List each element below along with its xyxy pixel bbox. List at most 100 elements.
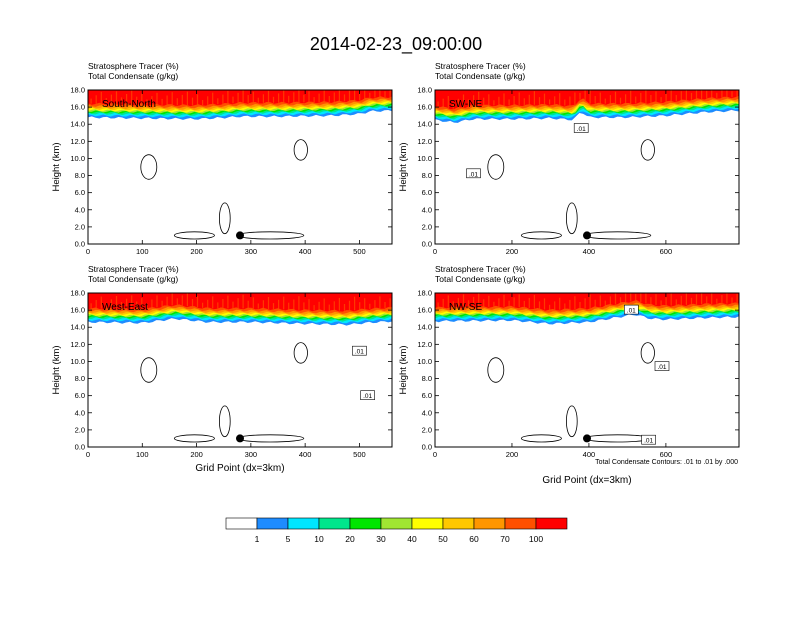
tracer-streak	[731, 297, 733, 304]
y-tick-label: 0.0	[75, 240, 85, 249]
condensate-contour	[219, 202, 231, 235]
y-tick-label: 8.0	[422, 374, 432, 383]
legend-swatch	[504, 517, 537, 530]
tracer-streak	[457, 98, 459, 109]
y-tick-label: 6.0	[75, 391, 85, 400]
y-tick-label: 6.0	[75, 188, 85, 197]
y-tick-label: 2.0	[75, 425, 85, 434]
condensate-contour	[520, 231, 562, 240]
y-tick-label: 6.0	[422, 391, 432, 400]
tracer-streak	[604, 98, 606, 104]
tracer-streak	[533, 294, 535, 309]
tracer-streak	[136, 301, 138, 310]
tracer-streak	[695, 90, 698, 100]
tracer-streak	[721, 295, 723, 304]
contour-label: .01	[657, 364, 666, 371]
panel-nw-se: Stratosphere Tracer (%)Total Condensate …	[398, 264, 740, 486]
tracer-streak	[655, 91, 657, 103]
y-tick-label: 2.0	[75, 222, 85, 231]
condensate-contour	[293, 139, 308, 161]
condensate-contour	[487, 357, 505, 383]
x-axis-label: Grid Point (dx=3km)	[195, 463, 284, 474]
tracer-streak	[318, 301, 320, 311]
tracer-streak	[528, 94, 530, 106]
panel-subtitle-tracer: Stratosphere Tracer (%)	[435, 264, 526, 274]
tracer-streak	[313, 305, 315, 311]
y-tick-label: 18.0	[417, 86, 432, 95]
tracer-streak	[706, 90, 708, 99]
tracer-streak	[115, 296, 118, 309]
tracer-streak	[508, 300, 510, 307]
tracer-streak	[222, 299, 224, 309]
tracer-streak	[630, 293, 632, 302]
tracer-streak	[721, 90, 723, 98]
x-tick-label: 400	[583, 247, 596, 256]
tracer-streak	[374, 300, 376, 309]
tracer-streak	[100, 296, 102, 309]
y-tick-label: 16.0	[70, 306, 85, 315]
tracer-streak	[202, 100, 204, 106]
tracer-streak	[543, 298, 546, 310]
legend-swatch	[442, 517, 475, 530]
y-tick-label: 0.0	[422, 240, 432, 249]
legend-swatch	[411, 517, 444, 530]
x-tick-label: 200	[190, 247, 203, 256]
tracer-streak	[156, 295, 158, 308]
tracer-streak	[323, 298, 325, 311]
tracer-streak	[473, 95, 475, 106]
tracer-band-9	[435, 293, 739, 311]
tracer-streak	[630, 90, 632, 104]
tracer-streak	[141, 93, 143, 105]
y-axis-label: Height (km)	[398, 345, 409, 394]
tracer-streak	[483, 299, 485, 307]
tracer-streak	[528, 297, 530, 309]
tracer-streak	[462, 294, 465, 308]
tracer-streak	[136, 96, 138, 105]
x-tick-label: 300	[245, 450, 258, 459]
location-marker	[583, 434, 591, 443]
tracer-streak	[543, 93, 546, 105]
tracer-streak	[359, 302, 361, 310]
condensate-contour	[293, 342, 308, 364]
condensate-contour	[520, 434, 562, 443]
tracer-streak	[574, 296, 576, 309]
tracer-band-9	[435, 90, 739, 110]
legend-label: 60	[469, 534, 479, 544]
y-tick-label: 0.0	[75, 443, 85, 452]
panel-subtitle-condensate: Total Condensate (g/kg)	[435, 71, 525, 81]
tracer-streak	[665, 297, 667, 306]
x-tick-label: 200	[190, 450, 203, 459]
tracer-band-9	[88, 90, 392, 107]
tracer-streak	[303, 302, 305, 311]
tracer-streak	[488, 295, 490, 307]
tracer-streak	[645, 293, 647, 304]
tracer-streak	[323, 90, 325, 103]
tracer-streak	[237, 92, 239, 104]
tracer-streak	[384, 91, 386, 98]
panel-subtitle-tracer: Stratosphere Tracer (%)	[88, 264, 179, 274]
color-legend: 1 5 10 20 30 40 50 60 70 100	[225, 517, 568, 544]
y-tick-label: 14.0	[417, 323, 432, 332]
y-tick-label: 10.0	[417, 357, 432, 366]
panel-south-north: Stratosphere Tracer (%)Total Condensate …	[51, 61, 393, 256]
y-tick-label: 6.0	[422, 188, 432, 197]
tracer-streak	[333, 301, 335, 311]
tracer-streak	[467, 99, 470, 107]
y-tick-label: 14.0	[417, 120, 432, 129]
y-tick-label: 4.0	[422, 408, 432, 417]
y-tick-label: 10.0	[70, 154, 85, 163]
tracer-streak	[437, 302, 439, 308]
x-tick-label: 400	[583, 450, 596, 459]
panel-label: SW-NE	[449, 99, 482, 110]
tracer-streak	[95, 95, 97, 104]
tracer-streak	[690, 92, 693, 100]
x-tick-label: 200	[506, 450, 519, 459]
tracer-streak	[569, 299, 571, 310]
tracer-streak	[670, 90, 672, 102]
y-axis-label: Height (km)	[398, 142, 409, 191]
y-tick-label: 4.0	[75, 205, 85, 214]
tracer-streak	[645, 90, 647, 103]
x-tick-label: 0	[86, 450, 90, 459]
panel-subtitle-tracer: Stratosphere Tracer (%)	[88, 61, 179, 71]
location-marker	[236, 231, 244, 240]
